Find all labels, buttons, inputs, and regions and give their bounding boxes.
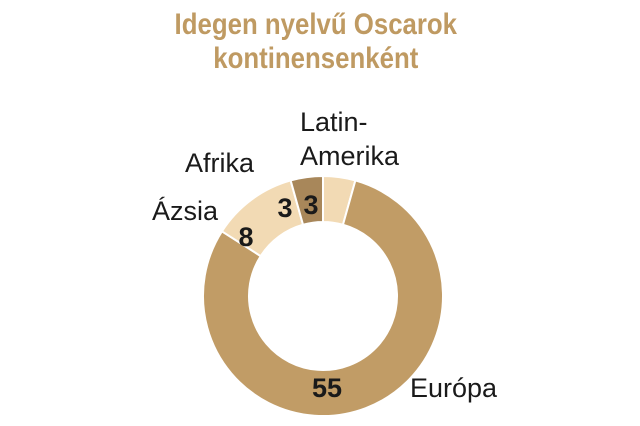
category-label-europa: Európa (410, 373, 498, 403)
chart-title-line-1: Idegen nyelvű Oscarok (174, 8, 458, 41)
value-label-latin-amerika: 3 (303, 190, 318, 220)
labels-layer: 3 Latin- Amerika 55 Európa 8 Ázsia 3 Afrika (152, 107, 498, 403)
category-label-line: Ázsia (152, 196, 219, 226)
chart-title-line-2: kontinensenként (213, 42, 419, 75)
value-label-europa: 55 (312, 373, 342, 403)
slice-afrika (289, 174, 324, 226)
category-label-afrika: Afrika (185, 148, 255, 178)
category-label-line: Európa (410, 373, 498, 403)
category-label-latin-amerika: Latin- Amerika (300, 107, 400, 171)
category-label-azsia: Ázsia (152, 196, 219, 226)
category-label-line: Afrika (185, 148, 255, 178)
value-label-azsia: 8 (238, 222, 253, 252)
category-label-line: Amerika (300, 141, 400, 171)
slice-europa (202, 179, 444, 417)
category-label-line: Latin- (300, 107, 368, 137)
value-label-afrika: 3 (277, 193, 292, 223)
slices-layer (202, 174, 444, 417)
